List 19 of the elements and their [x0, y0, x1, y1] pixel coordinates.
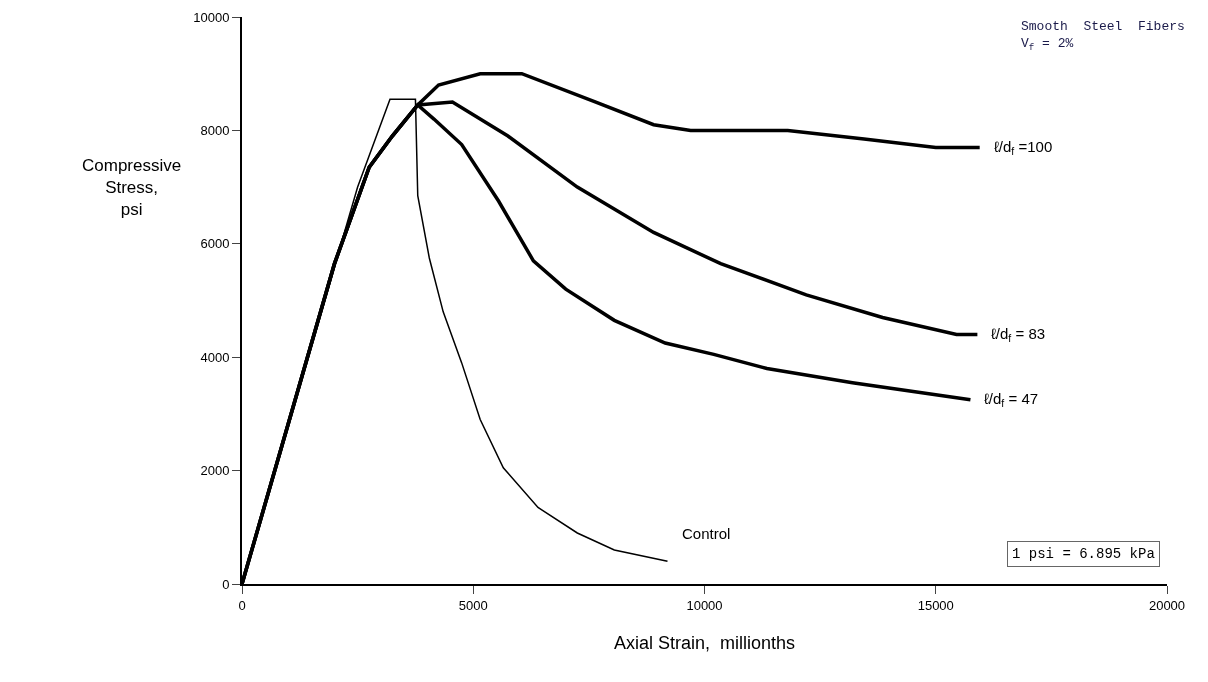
x-tick-label: 15000 — [917, 597, 954, 613]
series-label: Control — [682, 525, 731, 542]
series-label: ℓ/d$_{f}$ = 83 — [991, 325, 1046, 345]
y-tick-label: 8000 — [200, 122, 230, 138]
y-axis-title: Compressive Stress, psi — [82, 156, 182, 220]
x-tick-label: 5000 — [458, 597, 488, 613]
series-label: ℓ/d$_{f}$ = 47 — [984, 390, 1039, 410]
x-tick-label: 10000 — [686, 597, 723, 613]
y-tick-label: 0 — [222, 576, 230, 592]
series-label: ℓ/d$_{f}$ =100 — [994, 138, 1053, 158]
y-tick-label: 2000 — [200, 463, 230, 479]
x-tick-label: 20000 — [1148, 597, 1186, 613]
y-tick-label: 10000 — [193, 9, 230, 25]
y-tick-label: 6000 — [200, 236, 230, 252]
x-axis-title: Axial Strain, millionths — [613, 633, 796, 654]
y-tick-label: 4000 — [200, 349, 230, 365]
annotation: 1 psi = 6.895 kPa — [1012, 546, 1155, 562]
x-tick-label: 0 — [238, 597, 246, 613]
annotation: Smooth Steel Fibers V$_{f}$ = 2% — [1021, 19, 1185, 53]
